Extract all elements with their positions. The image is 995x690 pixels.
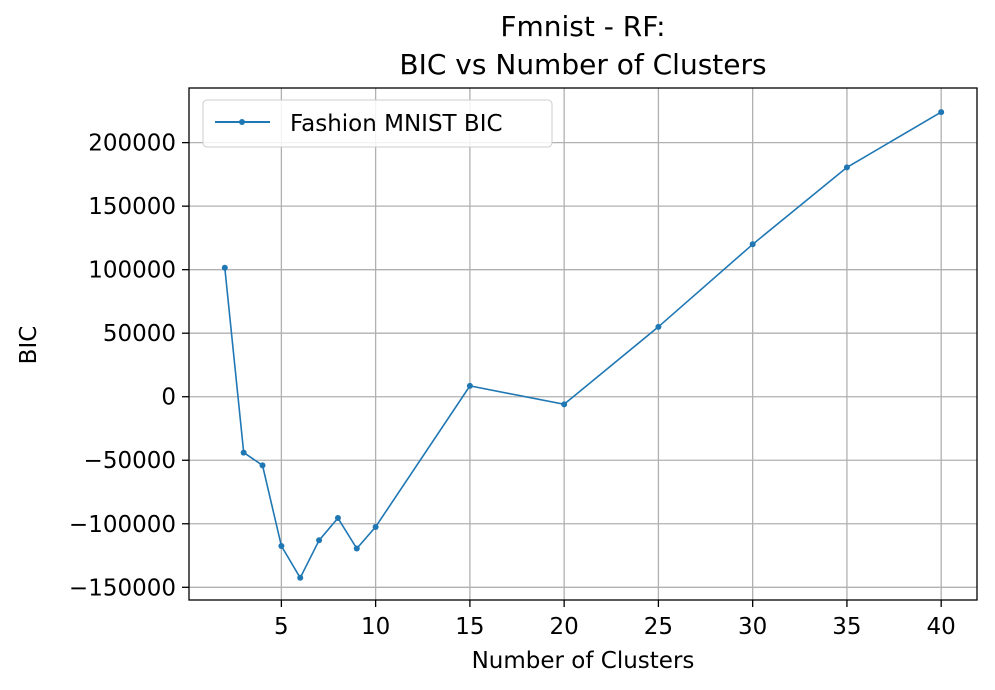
data-point — [334, 515, 341, 522]
axes-ticks: 5 10 15 20 25 30 35 40 −150000 −100000 −50000 0 5000… — [69, 131, 956, 640]
data-point — [353, 545, 360, 552]
y-axis-label: BIC — [16, 326, 42, 365]
data-point — [938, 109, 945, 116]
data-point — [843, 164, 850, 171]
x-tick-label: 25 — [644, 614, 673, 640]
x-tick-label: 15 — [455, 614, 484, 640]
chart-title-line2: BIC vs Number of Clusters — [399, 48, 766, 81]
data-point — [297, 574, 304, 581]
plot-series — [221, 109, 945, 581]
legend-marker-swatch — [239, 119, 245, 125]
data-point — [749, 241, 756, 248]
legend-label: Fashion MNIST BIC — [290, 111, 503, 137]
data-point — [655, 323, 662, 330]
data-point — [221, 264, 228, 271]
y-tick-label: 150000 — [88, 194, 176, 220]
y-tick-label: 100000 — [88, 258, 176, 284]
data-point — [278, 543, 285, 550]
data-point — [316, 537, 323, 544]
chart-title-line1: Fmnist - RF: — [500, 10, 665, 43]
y-tick-label: −50000 — [84, 448, 176, 474]
x-tick-label: 20 — [550, 614, 579, 640]
x-tick-label: 40 — [927, 614, 956, 640]
x-axis-label: Number of Clusters — [472, 648, 695, 674]
legend: Fashion MNIST BIC — [202, 99, 553, 148]
data-point — [372, 523, 379, 530]
data-point — [240, 449, 247, 456]
y-tick-label: −100000 — [69, 512, 176, 538]
x-tick-label: 5 — [274, 614, 289, 640]
grid-lines — [189, 88, 977, 600]
x-tick-label: 10 — [361, 614, 390, 640]
x-tick-label: 30 — [738, 614, 767, 640]
data-point — [259, 462, 266, 469]
data-point — [466, 382, 473, 389]
y-tick-label: −150000 — [69, 575, 176, 601]
y-tick-label: 50000 — [103, 321, 176, 347]
x-tick-label: 35 — [832, 614, 861, 640]
legend-box — [202, 99, 553, 148]
data-point — [561, 401, 568, 408]
series-line — [224, 111, 942, 580]
y-tick-label: 200000 — [88, 131, 176, 157]
y-tick-label: 0 — [161, 385, 176, 411]
plot-frame — [188, 87, 978, 601]
